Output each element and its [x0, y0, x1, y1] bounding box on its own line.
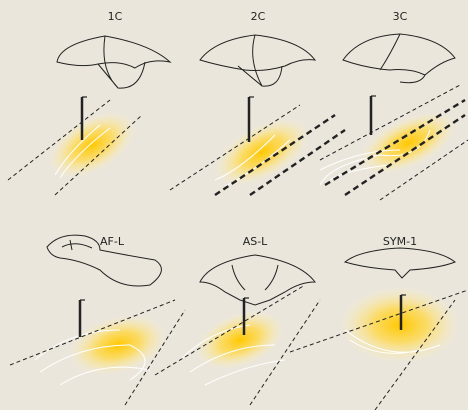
contour	[54, 124, 111, 179]
guide-line	[7, 99, 111, 181]
outline	[343, 247, 456, 279]
guide-line	[379, 139, 468, 201]
outline	[199, 34, 317, 87]
panel-label: AF-L	[100, 235, 125, 248]
guide-line	[54, 114, 143, 196]
contour	[34, 329, 151, 386]
guide-line	[374, 299, 456, 410]
contour	[179, 324, 286, 386]
panel-label: 3C	[393, 10, 408, 23]
density	[359, 112, 457, 174]
outline	[46, 234, 162, 287]
contour	[344, 329, 441, 354]
guide-line	[214, 114, 336, 196]
guide-line	[9, 299, 176, 366]
guide-line	[169, 104, 301, 191]
guide-line	[124, 309, 186, 406]
guide-line	[319, 84, 461, 161]
outline	[56, 35, 172, 89]
contour	[214, 134, 291, 187]
guide-line	[324, 98, 466, 187]
panel-label: AS-L	[243, 235, 268, 248]
outline	[342, 33, 456, 84]
guide-line	[154, 284, 306, 376]
guide-line	[249, 129, 346, 196]
density	[195, 310, 285, 370]
panel-label: SYM-1	[383, 235, 417, 248]
guide-line	[249, 299, 321, 406]
guide-line	[344, 114, 466, 196]
density	[214, 118, 310, 186]
outline	[199, 254, 317, 306]
panel-label: 1C	[108, 10, 123, 23]
density	[48, 112, 136, 178]
guide-line	[289, 289, 468, 353]
panel-label: 2C	[251, 10, 266, 23]
